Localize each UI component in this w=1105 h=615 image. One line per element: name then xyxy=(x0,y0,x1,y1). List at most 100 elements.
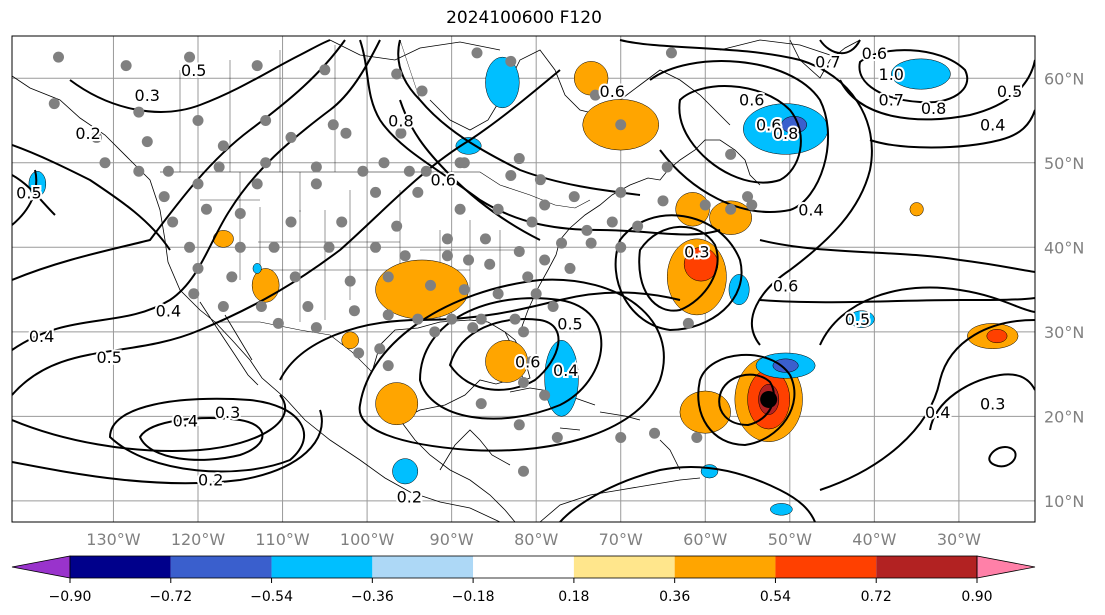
station-point xyxy=(48,98,60,110)
station-point xyxy=(162,165,174,177)
station-point xyxy=(526,216,538,228)
contour-label: 0.5 xyxy=(997,82,1022,101)
contours xyxy=(12,39,1035,522)
station-point xyxy=(302,300,314,312)
station-point xyxy=(192,115,204,127)
station-point xyxy=(217,140,229,152)
negative-anomaly xyxy=(252,263,262,274)
contour-line xyxy=(12,169,38,226)
station-point xyxy=(217,300,229,312)
contour-line xyxy=(858,49,969,104)
colorbar-segment xyxy=(70,556,171,578)
contour-label: 0.3 xyxy=(980,395,1005,414)
contour-line xyxy=(12,174,56,216)
station-point xyxy=(188,288,200,300)
contour-line xyxy=(448,318,560,391)
station-point xyxy=(319,64,331,76)
negative-anomaly xyxy=(770,503,793,516)
contour-label: 0.2 xyxy=(397,488,422,507)
station-point xyxy=(327,119,339,131)
positive-anomaly xyxy=(341,331,359,349)
colorbar-segment xyxy=(674,556,776,578)
contour-line xyxy=(12,409,323,485)
station-point xyxy=(348,305,360,317)
contour-label: 0.4 xyxy=(798,200,823,219)
station-point xyxy=(505,169,517,181)
station-point xyxy=(530,288,542,300)
station-point xyxy=(141,136,153,148)
station-point xyxy=(395,127,407,139)
colorbar-tick-label: −0.72 xyxy=(149,589,192,605)
station-point xyxy=(53,51,64,63)
station-point xyxy=(518,465,529,477)
contour-label: 0.6 xyxy=(600,82,625,101)
border-us-canada xyxy=(160,171,591,209)
colorbar-segment xyxy=(876,556,977,578)
station-point xyxy=(310,178,322,190)
station-point xyxy=(399,250,411,262)
contour-label: 0.6 xyxy=(739,90,764,109)
station-point xyxy=(184,51,196,63)
colorbar-tick-label: −0.36 xyxy=(351,589,394,605)
station-point xyxy=(492,203,504,215)
station-point xyxy=(260,157,272,169)
contour-line xyxy=(12,144,171,251)
contour-label: 0.4 xyxy=(29,327,54,346)
lon-tick-label: 130°W xyxy=(86,530,141,549)
contour-line xyxy=(138,417,264,461)
coast-baja xyxy=(199,301,259,386)
contour-line xyxy=(614,214,743,332)
contour-label: 1.0 xyxy=(879,65,904,84)
station-point xyxy=(475,313,487,325)
map-panel: 0.50.30.20.50.40.50.40.4 0.30.20.20.80.60… xyxy=(11,35,1036,523)
contour-label: 0.4 xyxy=(553,361,578,380)
colorbar-tick-label: −0.18 xyxy=(452,589,495,605)
station-point xyxy=(551,431,563,443)
station-point xyxy=(682,317,694,329)
contour-label: 0.8 xyxy=(921,99,946,118)
storm-center xyxy=(760,390,778,408)
negative-anomaly xyxy=(772,358,799,373)
station-point xyxy=(310,161,322,173)
contour-line xyxy=(12,394,287,452)
station-point xyxy=(661,161,673,173)
station-point xyxy=(382,271,394,283)
station-point xyxy=(471,47,483,59)
station-point xyxy=(505,55,517,67)
station-point xyxy=(513,246,525,258)
station-point xyxy=(725,203,737,215)
colorbar-segment xyxy=(271,556,373,578)
contour-label: 0.4 xyxy=(173,412,198,431)
lon-tick-label: 100°W xyxy=(340,530,395,549)
station-point xyxy=(374,343,386,355)
station-point xyxy=(458,284,470,296)
contour-line xyxy=(619,39,873,346)
colorbar-tick-label: 0.54 xyxy=(760,589,791,605)
station-point xyxy=(454,203,466,215)
contour-line xyxy=(697,354,796,447)
contour-labels: 0.50.30.20.50.40.50.40.4 0.30.20.20.80.60… xyxy=(14,42,1024,509)
station-point xyxy=(167,216,179,228)
contour-label: 0.3 xyxy=(135,86,160,105)
contour-label: 0.7 xyxy=(879,90,904,109)
station-point xyxy=(429,326,441,338)
colorbar-frame xyxy=(69,555,978,579)
contour-line xyxy=(559,465,816,522)
contour-label: 0.7 xyxy=(815,52,840,71)
contour-label: 0.6 xyxy=(515,352,540,371)
contour-line xyxy=(638,225,719,312)
station-point xyxy=(403,165,415,177)
station-point xyxy=(133,165,145,177)
coast-labrador xyxy=(599,69,731,126)
station-point xyxy=(649,427,661,439)
station-point xyxy=(547,300,559,312)
map-title: 2024100600 F120 xyxy=(446,8,602,28)
contour-label: 0.4 xyxy=(980,116,1005,135)
station-point xyxy=(534,174,546,186)
station-point xyxy=(568,191,580,203)
station-point xyxy=(285,131,297,143)
station-point xyxy=(133,106,145,118)
station-point xyxy=(606,216,618,228)
station-point xyxy=(425,279,436,291)
